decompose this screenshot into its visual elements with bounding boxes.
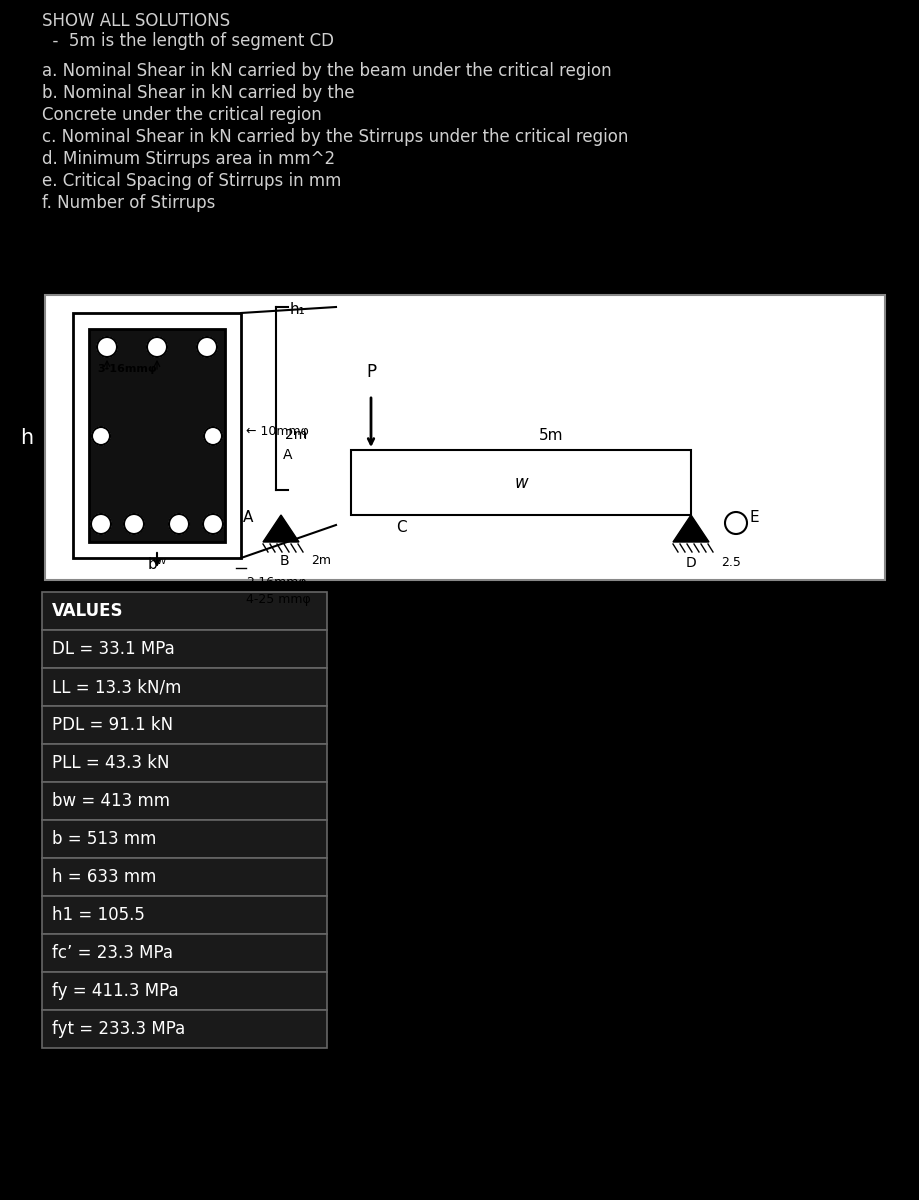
Text: f. Number of Stirrups: f. Number of Stirrups xyxy=(42,194,215,212)
Bar xyxy=(42,934,326,972)
Text: d. Minimum Stirrups area in mm^2: d. Minimum Stirrups area in mm^2 xyxy=(42,150,335,168)
Text: h: h xyxy=(20,428,33,448)
Text: bᵂ: bᵂ xyxy=(147,557,166,572)
Circle shape xyxy=(96,337,117,358)
Bar xyxy=(73,313,241,558)
Circle shape xyxy=(169,514,188,534)
Polygon shape xyxy=(263,515,299,542)
Text: fc’ = 23.3 MPa: fc’ = 23.3 MPa xyxy=(52,944,173,962)
Bar xyxy=(42,972,326,1010)
Text: 3-16mmφ: 3-16mmφ xyxy=(96,364,156,374)
Text: D: D xyxy=(685,556,696,570)
Text: c. Nominal Shear in kN carried by the Stirrups under the critical region: c. Nominal Shear in kN carried by the St… xyxy=(42,128,628,146)
Text: 2m: 2m xyxy=(285,428,307,442)
Text: E: E xyxy=(749,510,759,524)
Text: 2.5: 2.5 xyxy=(720,556,740,569)
Text: A: A xyxy=(283,448,292,462)
Text: 5m: 5m xyxy=(539,428,562,443)
Circle shape xyxy=(92,427,110,445)
Text: h = 633 mm: h = 633 mm xyxy=(52,868,156,886)
Text: b = 513 mm: b = 513 mm xyxy=(52,830,156,848)
Text: h₁: h₁ xyxy=(289,302,305,317)
Text: Concrete under the critical region: Concrete under the critical region xyxy=(42,106,322,124)
Text: 2-16mmφ: 2-16mmφ xyxy=(245,576,306,589)
Text: e. Critical Spacing of Stirrups in mm: e. Critical Spacing of Stirrups in mm xyxy=(42,172,341,190)
Text: DL = 33.1 MPa: DL = 33.1 MPa xyxy=(52,640,175,658)
Bar xyxy=(42,820,326,858)
Text: 4-25 mmφ: 4-25 mmφ xyxy=(245,593,311,606)
Circle shape xyxy=(124,514,144,534)
Polygon shape xyxy=(673,515,709,542)
Text: -  5m is the length of segment CD: - 5m is the length of segment CD xyxy=(42,32,334,50)
Text: h1 = 105.5: h1 = 105.5 xyxy=(52,906,144,924)
Bar xyxy=(42,858,326,896)
Text: ← 10mmφ: ← 10mmφ xyxy=(245,425,309,438)
Bar xyxy=(42,1010,326,1048)
Text: fyt = 233.3 MPa: fyt = 233.3 MPa xyxy=(52,1020,185,1038)
Text: A: A xyxy=(243,510,253,526)
Text: b. Nominal Shear in kN carried by the: b. Nominal Shear in kN carried by the xyxy=(42,84,354,102)
Circle shape xyxy=(197,337,217,358)
Text: a. Nominal Shear in kN carried by the beam under the critical region: a. Nominal Shear in kN carried by the be… xyxy=(42,62,611,80)
Bar xyxy=(42,744,326,782)
Text: LL = 13.3 kN/m: LL = 13.3 kN/m xyxy=(52,678,181,696)
Text: w: w xyxy=(514,474,528,492)
Text: fy = 411.3 MPa: fy = 411.3 MPa xyxy=(52,982,178,1000)
Bar xyxy=(42,592,326,630)
Circle shape xyxy=(724,512,746,534)
Circle shape xyxy=(204,427,221,445)
Circle shape xyxy=(147,337,167,358)
Bar xyxy=(42,630,326,668)
Text: B: B xyxy=(278,554,289,568)
Bar xyxy=(42,896,326,934)
Bar xyxy=(45,295,884,580)
Text: bw = 413 mm: bw = 413 mm xyxy=(52,792,170,810)
Bar xyxy=(42,706,326,744)
Bar xyxy=(89,329,225,542)
Text: PLL = 43.3 kN: PLL = 43.3 kN xyxy=(52,754,169,772)
Text: PDL = 91.1 kN: PDL = 91.1 kN xyxy=(52,716,173,734)
Bar xyxy=(42,668,326,706)
Text: b: b xyxy=(151,260,163,280)
Text: VALUES: VALUES xyxy=(52,602,123,620)
Bar xyxy=(351,450,690,515)
Bar xyxy=(42,782,326,820)
Text: SHOW ALL SOLUTIONS: SHOW ALL SOLUTIONS xyxy=(42,12,230,30)
Text: 2m: 2m xyxy=(311,554,331,566)
Text: P: P xyxy=(366,362,376,382)
Text: C: C xyxy=(395,520,406,535)
Circle shape xyxy=(91,514,111,534)
Circle shape xyxy=(203,514,222,534)
